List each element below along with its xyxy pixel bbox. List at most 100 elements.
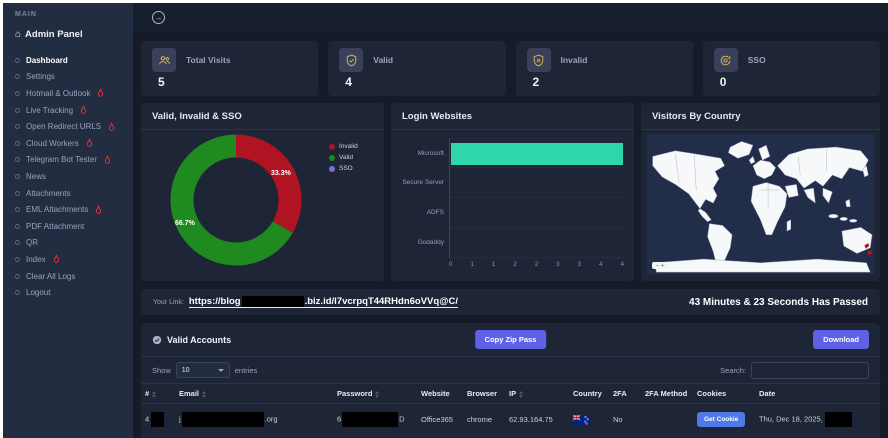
sidebar-item-label: Settings	[26, 72, 55, 81]
phishing-link[interactable]: https://blog .biz.id/l7vcrpqT44RHdn6oVVq…	[189, 296, 458, 308]
cell-2fa: No	[609, 404, 641, 436]
sidebar-item-label: News	[26, 172, 46, 181]
bar-microsoft[interactable]	[451, 143, 623, 165]
map-zoom-in-icon[interactable]: +	[661, 263, 664, 269]
sidebar-item-label: Logout	[26, 288, 50, 297]
col-num[interactable]: #	[141, 384, 175, 404]
x-tick: 2	[535, 262, 538, 268]
col-ip[interactable]: IP	[505, 384, 569, 404]
sidebar-item-live-tracking[interactable]: Live Tracking	[15, 102, 133, 119]
fire-icon	[52, 254, 61, 264]
x-tick: 1	[492, 262, 495, 268]
bullet-icon	[15, 207, 20, 212]
sidebar-item-cloud-workers[interactable]: Cloud Workers	[15, 135, 133, 152]
cell-browser: chrome	[463, 404, 505, 436]
sidebar-item-label: EML Attachments	[26, 205, 88, 214]
legend-swatch-sso	[329, 166, 335, 172]
sidebar-item-attachments[interactable]: Attachments	[15, 185, 133, 202]
stat-sso: SSO 0	[703, 41, 880, 96]
legend-item-sso[interactable]: SSO	[329, 165, 358, 172]
map-zoom-control[interactable]: −+	[652, 262, 668, 269]
col-date[interactable]: Date	[755, 384, 881, 404]
bullet-icon	[15, 290, 20, 295]
bullet-icon	[15, 108, 20, 113]
sidebar-item-label: Live Tracking	[26, 106, 73, 115]
col-browser[interactable]: Browser	[463, 384, 505, 404]
world-map[interactable]: −+	[641, 130, 880, 280]
accounts-table: # Email Password Website Browser IP Coun…	[141, 383, 881, 438]
search-input[interactable]	[751, 362, 869, 379]
col-email[interactable]: Email	[175, 384, 333, 404]
download-button[interactable]: Download	[813, 330, 869, 349]
x-tick: 3	[578, 262, 581, 268]
elapsed-timer: 43 Minutes & 23 Seconds Has Passed	[689, 297, 868, 308]
sidebar-item-news[interactable]: News	[15, 168, 133, 185]
col-cookies[interactable]: Cookies	[693, 384, 755, 404]
legend-label: Valid	[339, 154, 353, 161]
table-row: 4 j.org 6D Office365 chrome 62.93.164.75	[141, 404, 881, 436]
redaction-box	[342, 412, 398, 427]
sidebar-item-qr[interactable]: QR	[15, 235, 133, 252]
bullet-icon	[15, 240, 20, 245]
cell-cookies: Get Cookie	[693, 404, 755, 436]
col-password[interactable]: Password	[333, 384, 417, 404]
legend-swatch-valid	[329, 155, 335, 161]
sidebar-item-eml-attachments[interactable]: EML Attachments	[15, 201, 133, 218]
col-2fa-method[interactable]: 2FA Method	[641, 384, 693, 404]
map-zoom-out-icon[interactable]: −	[656, 263, 659, 269]
col-website[interactable]: Website	[417, 384, 463, 404]
bar-category-label: Microsoft	[392, 150, 444, 157]
bullet-icon	[15, 124, 20, 129]
col-country[interactable]: Country	[569, 384, 609, 404]
col-2fa[interactable]: 2FA	[609, 384, 641, 404]
sidebar-item-telegram-bot-tester[interactable]: Telegram Bot Tester	[15, 152, 133, 169]
table-controls: Show 10 entries Search:	[141, 357, 880, 383]
map-title: Visitors By Country	[641, 103, 880, 130]
copy-zip-pass-button[interactable]: Copy Zip Pass	[475, 330, 547, 349]
nz-flag-icon	[573, 415, 590, 425]
bar-category-label: ADFS	[392, 209, 444, 216]
donut-chart-title: Valid, Invalid & SSO	[141, 103, 384, 130]
bullet-icon	[15, 224, 20, 229]
main-content: Total Visits 5 Valid 4 Invalid	[133, 31, 888, 438]
stat-label: Valid	[373, 55, 393, 65]
stat-value: 0	[720, 75, 869, 89]
sidebar-item-label: Clear All Logs	[26, 272, 75, 281]
fire-icon	[85, 138, 94, 148]
bar-row-adfs: ADFS	[450, 198, 624, 228]
sidebar-item-label: Attachments	[26, 189, 70, 198]
sidebar-item-pdf-attachment[interactable]: PDF Attachment	[15, 218, 133, 235]
bar-plot-area: Microsoft Secure Server ADFS Godaddy	[449, 138, 624, 258]
show-label: Show	[152, 366, 171, 375]
redaction-box	[242, 296, 304, 307]
bullet-icon	[15, 91, 20, 96]
cell-website: Office365	[417, 404, 463, 436]
get-cookie-button[interactable]: Get Cookie	[697, 412, 745, 427]
brand[interactable]: ⌂ Admin Panel	[15, 29, 133, 40]
sidebar-item-hotmail-outlook[interactable]: Hotmail & Outlook	[15, 85, 133, 102]
sidebar-item-index[interactable]: Index	[15, 251, 133, 268]
legend-item-valid[interactable]: Valid	[329, 154, 358, 161]
sidebar-collapse-icon[interactable]: →	[152, 11, 165, 24]
bullet-icon	[15, 174, 20, 179]
legend-item-invalid[interactable]: Invalid	[329, 143, 358, 150]
sidebar-item-open-redirect-urls[interactable]: Open Redirect URLS	[15, 118, 133, 135]
donut-svg	[166, 130, 306, 270]
link-suffix: .biz.id/l7vcrpqT44RHdn6oVVq@C/	[305, 296, 458, 307]
stat-label: Invalid	[561, 55, 588, 65]
cell-date: Thu, Dec 18, 2025,	[755, 404, 881, 436]
search-label: Search:	[720, 366, 746, 375]
sidebar-item-settings[interactable]: Settings	[15, 69, 133, 86]
fire-icon	[107, 122, 116, 132]
admin-dashboard: MAIN ⌂ Admin Panel Dashboard Settings Ho…	[0, 0, 888, 438]
bar-chart-title: Login Websites	[391, 103, 634, 130]
sidebar-item-logout[interactable]: Logout	[15, 284, 133, 301]
sidebar-item-label: Cloud Workers	[26, 139, 79, 148]
sidebar-item-clear-all-logs[interactable]: Clear All Logs	[15, 268, 133, 285]
shield-check-icon	[339, 48, 363, 72]
bullet-icon	[15, 257, 20, 262]
sidebar: MAIN ⌂ Admin Panel Dashboard Settings Ho…	[3, 3, 133, 438]
page-size-select[interactable]: 10	[176, 362, 230, 378]
slice-label-invalid: 33.3%	[271, 170, 291, 177]
sidebar-item-dashboard[interactable]: Dashboard	[15, 52, 133, 69]
